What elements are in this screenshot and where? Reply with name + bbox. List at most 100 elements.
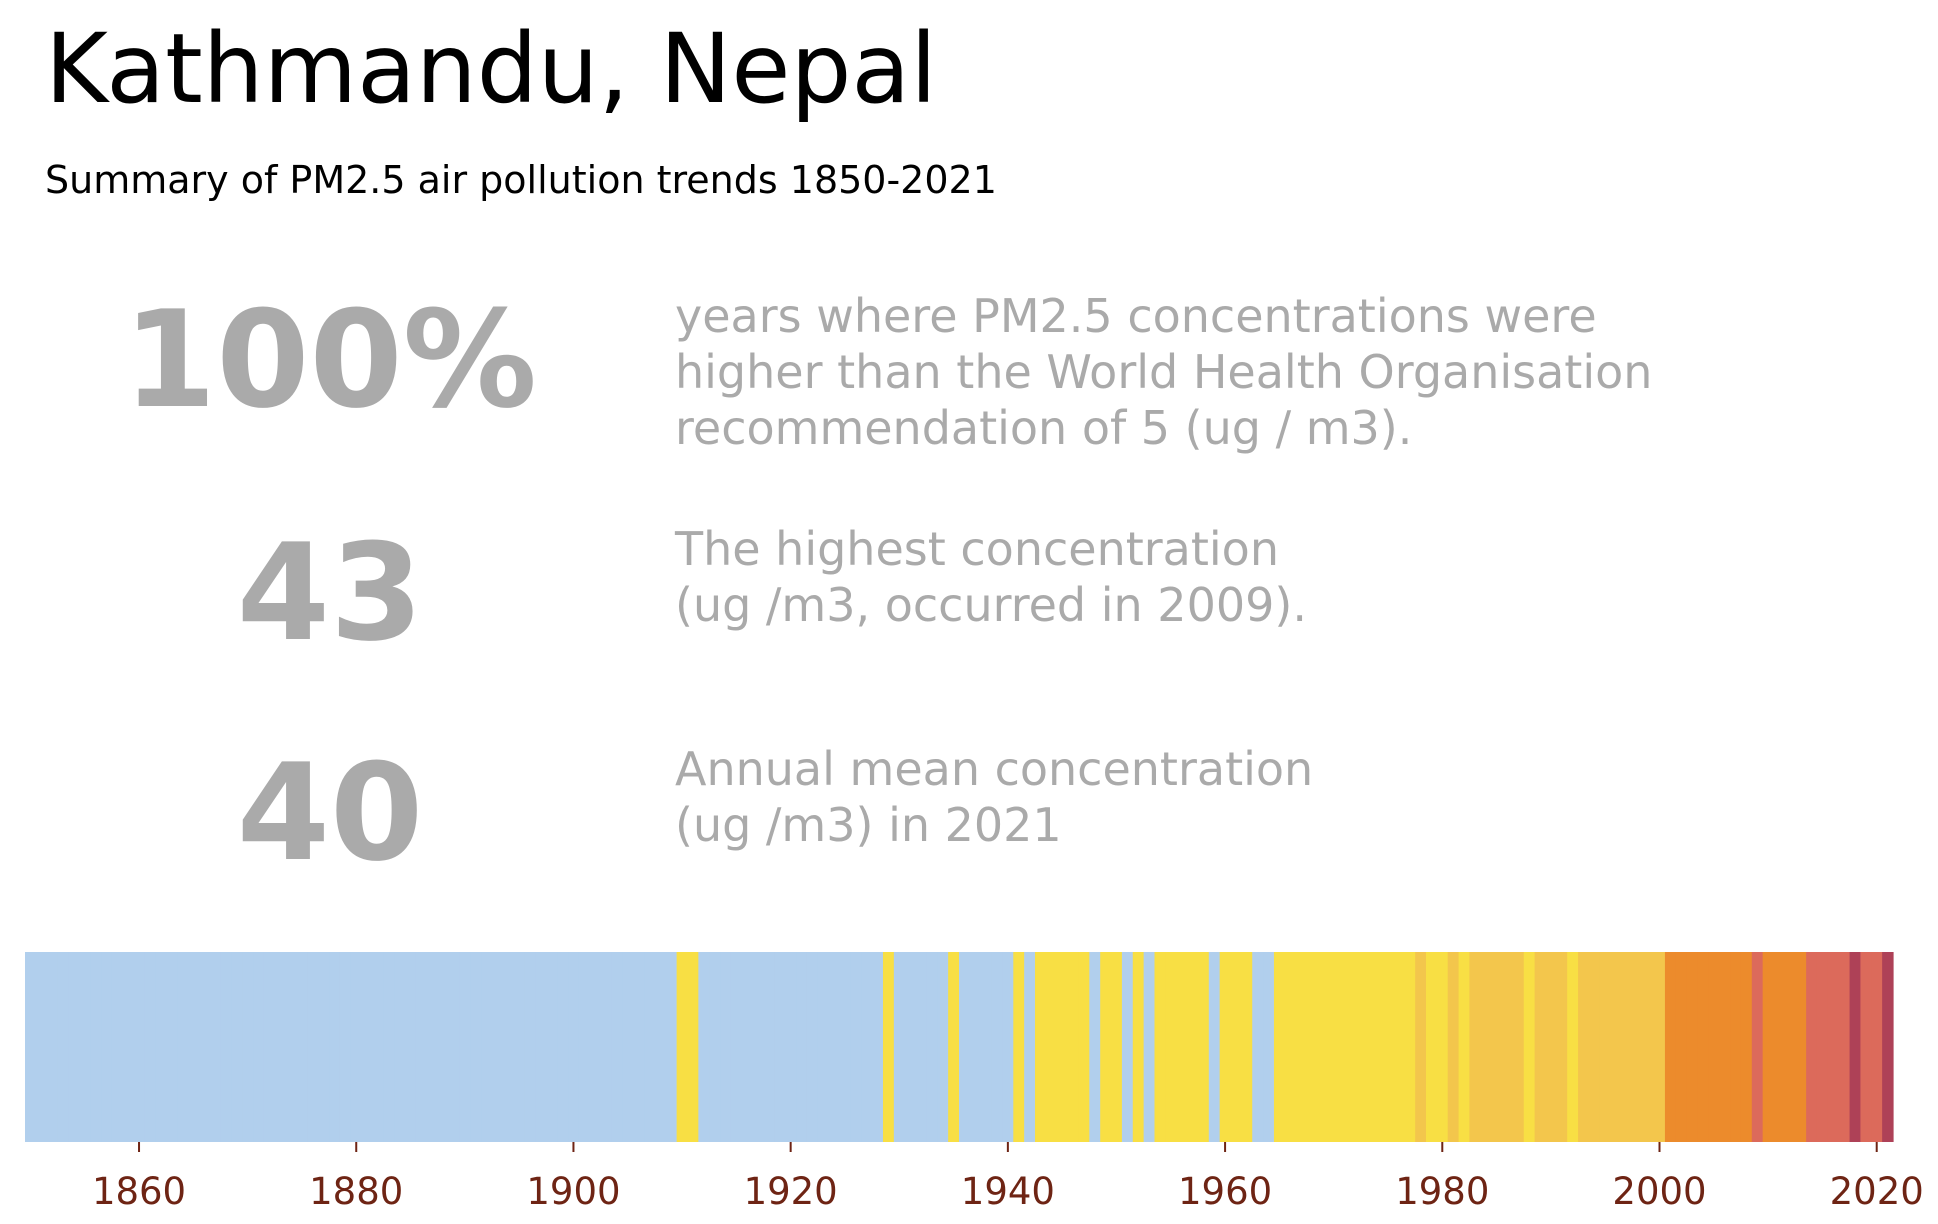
- stripe-1957: [1187, 952, 1199, 1142]
- x-tick-label: 1900: [526, 1170, 620, 1213]
- stripe-1998: [1632, 952, 1644, 1142]
- stat-description-highest: The highest concentration (ug /m3, occur…: [675, 521, 1307, 633]
- stripe-1958: [1197, 952, 1210, 1142]
- stripe-1992: [1567, 952, 1579, 1142]
- stripe-2004: [1697, 952, 1709, 1142]
- stripe-2012: [1784, 952, 1796, 1142]
- stripe-1990: [1545, 952, 1557, 1142]
- stripe-2014: [1806, 952, 1818, 1142]
- stat-description-line: The highest concentration: [675, 522, 1279, 576]
- stripe-1917: [752, 952, 765, 1142]
- stripe-2015: [1816, 952, 1829, 1142]
- stripe-1961: [1230, 952, 1242, 1142]
- stat-value-exceedance: 100%: [123, 282, 537, 438]
- stripe-1896: [524, 952, 537, 1142]
- stripe-1967: [1295, 952, 1308, 1142]
- x-tick-label: 2000: [1612, 1170, 1706, 1213]
- stripe-1924: [828, 952, 841, 1142]
- stripe-1950: [1111, 952, 1123, 1142]
- stripe-1997: [1621, 952, 1633, 1142]
- stripe-1871: [253, 952, 265, 1142]
- stripe-1986: [1502, 952, 1514, 1142]
- stat-description-line: recommendation of 5 (ug / m3).: [675, 401, 1413, 455]
- x-tick-label: 1860: [92, 1170, 186, 1213]
- stripe-1905: [622, 952, 634, 1142]
- stripe-1985: [1491, 952, 1503, 1142]
- stripe-1880: [350, 952, 363, 1142]
- stripe-1869: [231, 952, 243, 1142]
- stripe-1872: [263, 952, 276, 1142]
- stripe-1916: [741, 952, 754, 1142]
- stripe-1928: [872, 952, 884, 1142]
- stripe-1930: [893, 952, 906, 1142]
- stripe-1962: [1241, 952, 1253, 1142]
- stripe-1881: [361, 952, 374, 1142]
- stripe-1878: [329, 952, 341, 1142]
- stripe-2011: [1773, 952, 1785, 1142]
- stripe-1944: [1045, 952, 1058, 1142]
- stripe-1963: [1252, 952, 1264, 1142]
- stripe-1925: [839, 952, 851, 1142]
- stripe-1937: [969, 952, 982, 1142]
- stripe-1865: [187, 952, 200, 1142]
- stat-value-latest: 40: [236, 735, 424, 891]
- stripe-1883: [383, 952, 395, 1142]
- stripe-1918: [763, 952, 775, 1142]
- stripe-2013: [1795, 952, 1807, 1142]
- stripe-1984: [1480, 952, 1492, 1142]
- stripe-1938: [980, 952, 993, 1142]
- stripe-2019: [1860, 952, 1872, 1142]
- stripe-1965: [1273, 952, 1286, 1142]
- stripe-1875: [296, 952, 308, 1142]
- stripe-1851: [35, 952, 48, 1142]
- stripe-2001: [1664, 952, 1677, 1142]
- stripe-1935: [948, 952, 960, 1142]
- stripe-1987: [1512, 952, 1525, 1142]
- stripe-1973: [1360, 952, 1373, 1142]
- stripe-2010: [1762, 952, 1775, 1142]
- stripe-1931: [904, 952, 917, 1142]
- stripe-2021: [1882, 952, 1894, 1142]
- stripe-1892: [481, 952, 493, 1142]
- x-tick-label: 1880: [309, 1170, 403, 1213]
- stripe-2016: [1827, 952, 1840, 1142]
- stripe-1888: [437, 952, 450, 1142]
- stripe-1863: [166, 952, 178, 1142]
- stripe-1983: [1469, 952, 1481, 1142]
- stripe-1907: [644, 952, 656, 1142]
- stripe-1927: [861, 952, 873, 1142]
- stripe-2007: [1730, 952, 1742, 1142]
- stripe-1913: [709, 952, 721, 1142]
- stripe-1903: [600, 952, 613, 1142]
- stripe-2006: [1719, 952, 1731, 1142]
- stripe-1991: [1556, 952, 1568, 1142]
- stripe-1900: [568, 952, 580, 1142]
- stripe-1854: [68, 952, 80, 1142]
- stripe-1855: [79, 952, 91, 1142]
- stripe-1943: [1035, 952, 1047, 1142]
- x-tick-label: 1940: [961, 1170, 1055, 1213]
- stripe-1856: [90, 952, 102, 1142]
- stripe-1934: [937, 952, 949, 1142]
- stripe-1995: [1599, 952, 1612, 1142]
- stripe-2017: [1838, 952, 1851, 1142]
- stripe-1949: [1100, 952, 1112, 1142]
- stripe-1877: [318, 952, 330, 1142]
- stripe-1951: [1121, 952, 1134, 1142]
- stripe-1893: [492, 952, 504, 1142]
- stripe-1970: [1328, 952, 1340, 1142]
- stripe-1908: [654, 952, 667, 1142]
- stripe-1977: [1404, 952, 1416, 1142]
- stripe-1956: [1176, 952, 1188, 1142]
- stripe-1933: [926, 952, 938, 1142]
- stripe-1942: [1024, 952, 1036, 1142]
- stripe-1945: [1056, 952, 1069, 1142]
- x-tick-label: 1920: [744, 1170, 838, 1213]
- stripe-1868: [220, 952, 232, 1142]
- stripe-1948: [1089, 952, 1101, 1142]
- stripe-1996: [1610, 952, 1623, 1142]
- stripe-1864: [177, 952, 189, 1142]
- stripe-1976: [1393, 952, 1405, 1142]
- stripe-1882: [372, 952, 384, 1142]
- stripe-1939: [991, 952, 1004, 1142]
